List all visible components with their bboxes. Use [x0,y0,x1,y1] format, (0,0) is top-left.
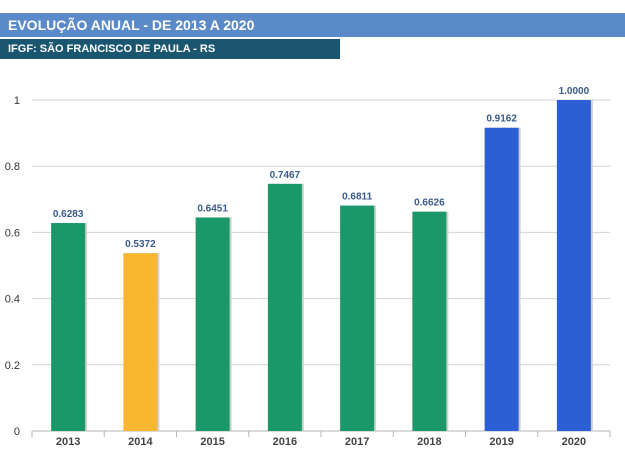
bar-2016 [267,183,302,431]
bar-2015 [195,217,230,431]
data-label: 0.5372 [125,239,156,250]
y-tick-label: 0.2 [5,360,20,372]
bar-2014 [123,253,158,431]
data-label: 1.0000 [559,86,590,97]
data-label: 0.6283 [53,209,84,220]
x-tick-label: 2019 [489,436,513,448]
x-tick-label: 2013 [56,436,80,448]
data-label: 0.6811 [342,192,372,203]
bar-2019 [484,127,519,432]
x-tick-label: 2015 [200,436,224,448]
data-label: 0.6451 [197,203,228,214]
x-tick-label: 2020 [562,436,586,448]
bar-2013 [51,223,86,431]
y-tick-label: 0.4 [5,294,20,306]
data-label: 0.6626 [414,198,445,209]
chart-subtitle: IFGF: SÃO FRANCISCO DE PAULA - RS [0,39,340,59]
x-tick-label: 2017 [345,436,369,448]
x-tick-label: 2018 [417,436,441,448]
y-tick-label: 1 [14,95,20,107]
bar-2018 [412,211,447,431]
y-tick-label: 0.8 [5,161,20,173]
data-label: 0.7467 [270,170,301,181]
chart-title: EVOLUÇÃO ANUAL - DE 2013 A 2020 [0,13,625,37]
y-tick-label: 0 [14,426,20,438]
x-tick-label: 2014 [128,436,153,448]
bar-2020 [556,100,591,431]
data-label: 0.9162 [486,114,517,125]
y-tick-label: 0.6 [5,227,20,239]
bar-2017 [340,205,375,431]
x-tick-label: 2016 [273,436,297,448]
